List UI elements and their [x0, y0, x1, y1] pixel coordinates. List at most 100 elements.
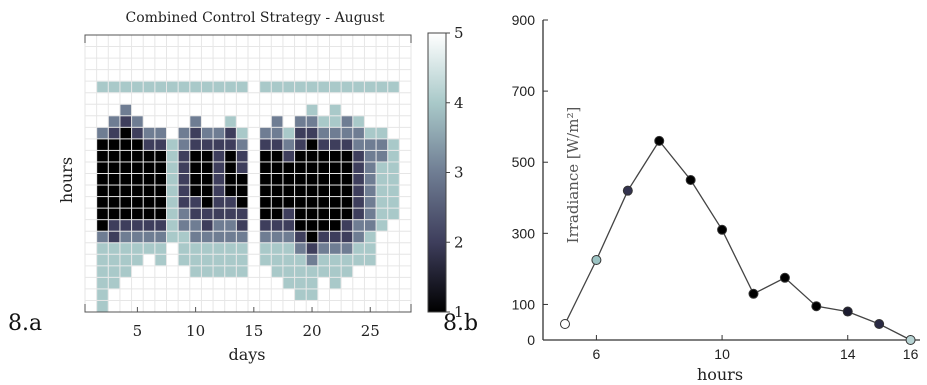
heatmap-cell	[120, 243, 131, 254]
heatmap-cell	[202, 255, 213, 266]
heatmap-cell	[132, 209, 143, 220]
heatmap-cell	[144, 162, 155, 173]
heatmap-cell	[295, 139, 306, 150]
heatmap-cell	[365, 197, 376, 208]
heatmap-cell	[307, 278, 318, 289]
heatmap-cell	[342, 243, 353, 254]
heatmap-cell	[330, 128, 341, 139]
heatmap-cell	[225, 82, 236, 93]
heatmap-cell	[155, 220, 166, 231]
heatmap-cell	[388, 209, 399, 220]
heatmap-cell	[155, 197, 166, 208]
heatmap-cell	[97, 232, 108, 243]
heatmap-cell	[97, 82, 108, 93]
heatmap-cell	[295, 174, 306, 185]
heatmap-cell	[225, 116, 236, 127]
heatmap-cell	[97, 139, 108, 150]
heatmap-cell	[272, 232, 283, 243]
heatmap-cell	[342, 197, 353, 208]
heatmap-cell	[353, 220, 364, 231]
heatmap-cell	[144, 82, 155, 93]
heatmap-cell	[109, 186, 120, 197]
line-chart-axes	[543, 20, 920, 340]
heatmap-cell	[120, 209, 131, 220]
heatmap-cell	[144, 186, 155, 197]
heatmap-cell	[307, 186, 318, 197]
heatmap-cell	[237, 186, 248, 197]
heatmap-cell	[318, 220, 329, 231]
heatmap-cell	[272, 266, 283, 277]
heatmap-x-label: days	[228, 345, 265, 364]
heatmap-cell	[214, 139, 225, 150]
heatmap-cell	[318, 162, 329, 173]
heatmap-cell	[97, 266, 108, 277]
heatmap-cell	[388, 162, 399, 173]
heatmap-cell	[307, 82, 318, 93]
heatmap-cell	[365, 162, 376, 173]
heatmap-cell	[318, 151, 329, 162]
heatmap-cell	[202, 82, 213, 93]
heatmap-x-tick-label: 15	[244, 322, 263, 340]
heatmap-cell	[225, 174, 236, 185]
heatmap-cell	[190, 220, 201, 231]
heatmap-cell	[120, 266, 131, 277]
heatmap-cell	[283, 220, 294, 231]
heatmap-cell	[144, 151, 155, 162]
heatmap-cell	[260, 186, 271, 197]
heatmap-cell	[167, 197, 178, 208]
heatmap-cell	[202, 243, 213, 254]
heatmap-cell	[283, 278, 294, 289]
heatmap-cell	[179, 220, 190, 231]
heatmap-cell	[155, 209, 166, 220]
heatmap-cell	[365, 209, 376, 220]
heatmap-cell	[330, 209, 341, 220]
heatmap-cell	[365, 243, 376, 254]
heatmap-cell	[307, 128, 318, 139]
irradiance-line	[565, 141, 911, 340]
heatmap-cell	[353, 209, 364, 220]
heatmap-cell	[167, 139, 178, 150]
heatmap-cell	[365, 174, 376, 185]
heatmap-cell	[377, 162, 388, 173]
heatmap-cell	[190, 197, 201, 208]
heatmap-cell	[388, 151, 399, 162]
heatmap-cell	[295, 255, 306, 266]
heatmap-cell	[318, 243, 329, 254]
heatmap-cell	[365, 220, 376, 231]
heatmap-cell	[365, 232, 376, 243]
heatmap-cell	[353, 197, 364, 208]
heatmap-cell	[179, 139, 190, 150]
heatmap-cell	[97, 243, 108, 254]
heatmap-cell	[318, 82, 329, 93]
heatmap-cell	[120, 162, 131, 173]
heatmap-cell	[307, 220, 318, 231]
heatmap-cell	[353, 139, 364, 150]
heatmap-cell	[214, 128, 225, 139]
heatmap-x-tick-label: 5	[133, 322, 143, 340]
heatmap-cell	[272, 186, 283, 197]
irradiance-point	[875, 320, 884, 329]
heatmap-cell	[330, 266, 341, 277]
irradiance-point	[843, 307, 852, 316]
heatmap-cell	[318, 116, 329, 127]
heatmap-cell	[330, 151, 341, 162]
heatmap-y-label: hours	[57, 157, 76, 203]
heatmap-cell	[155, 128, 166, 139]
heatmap-cell	[307, 232, 318, 243]
line-chart-x-tick-label: 10	[714, 346, 730, 362]
heatmap-cell	[120, 151, 131, 162]
heatmap-cell	[260, 209, 271, 220]
heatmap-cell	[214, 162, 225, 173]
heatmap-cell	[330, 174, 341, 185]
heatmap-cell	[342, 116, 353, 127]
colorbar	[428, 33, 446, 312]
heatmap-cell	[202, 232, 213, 243]
heatmap-cell	[190, 151, 201, 162]
heatmap-cell	[225, 209, 236, 220]
heatmap-cell	[353, 162, 364, 173]
heatmap-cell	[365, 139, 376, 150]
heatmap-cell	[109, 174, 120, 185]
heatmap-cell	[330, 186, 341, 197]
heatmap-cell	[330, 255, 341, 266]
